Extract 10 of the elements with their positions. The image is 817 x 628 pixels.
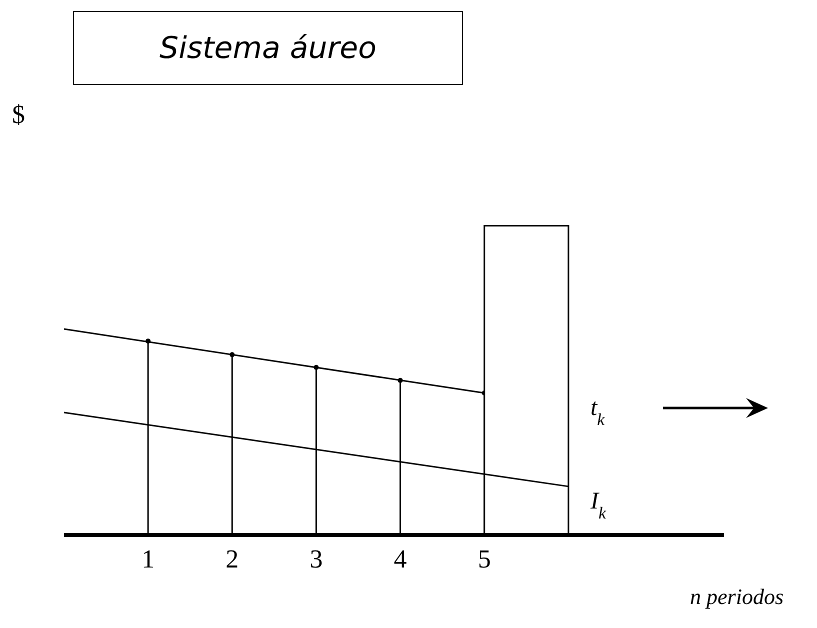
x-tick-label: 5: [478, 544, 491, 574]
chart-title: Sistema áureo: [73, 11, 463, 85]
x-tick-label: 3: [310, 544, 323, 574]
x-tick-label: 1: [142, 544, 155, 574]
x-tick-label: 2: [226, 544, 239, 574]
x-axis-title: n periodos: [690, 584, 784, 610]
text: t$_{k}$: [590, 395, 606, 429]
x-tick-label: 4: [394, 544, 407, 574]
series-label: I$_{k}$: [589, 488, 606, 522]
y-axis-title: $: [12, 100, 25, 130]
